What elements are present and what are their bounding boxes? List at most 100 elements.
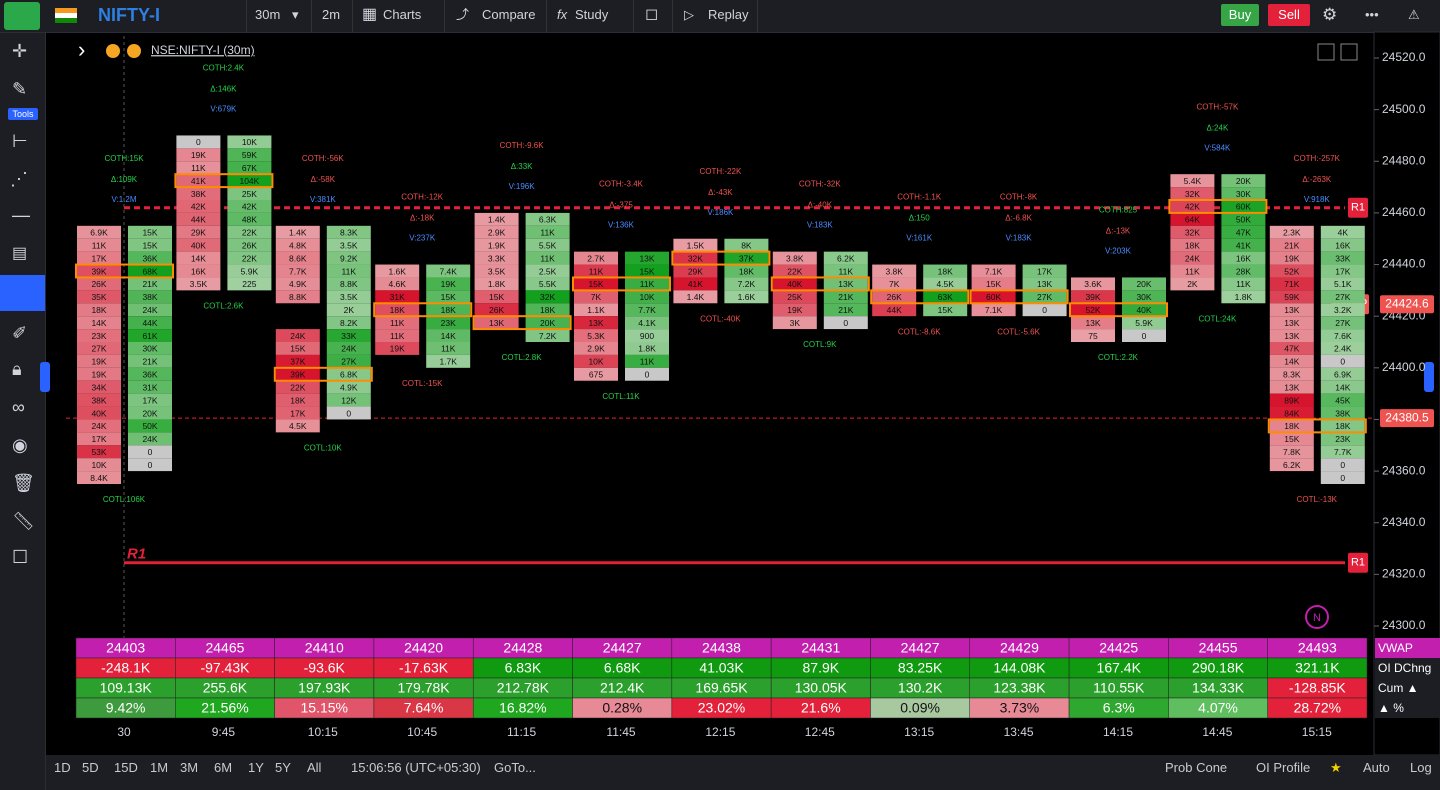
ask-cell-label: 15K [142, 240, 157, 250]
logo[interactable] [4, 2, 40, 30]
poc-box [1267, 418, 1367, 434]
row-label-bg [1375, 698, 1440, 718]
symbol[interactable]: NIFTY-I [98, 5, 160, 25]
table-cell-label: 7.64% [404, 700, 444, 716]
ask-cell [1320, 238, 1365, 252]
bar-button[interactable]: Prob Cone [1165, 760, 1228, 775]
clock[interactable]: 15:06:56 (UTC+05:30) [351, 760, 481, 775]
ask-cell [1122, 329, 1166, 342]
bid-cell [1071, 316, 1115, 330]
eye-tool[interactable]: ◉ [12, 435, 28, 455]
ask-cell-label: 19K [441, 279, 456, 289]
bar-button[interactable]: Auto [1363, 760, 1390, 775]
ask-cell-label: 11K [640, 357, 655, 367]
replay[interactable]: Replay [708, 7, 749, 22]
delta-label: Δ:-263K [1302, 175, 1332, 184]
range-button[interactable]: 1D [54, 760, 71, 775]
time-label: 10:45 [407, 725, 437, 739]
bid-cell [1269, 329, 1314, 342]
ask-cell [227, 148, 272, 162]
bid-cell-label: 8.8K [289, 292, 307, 302]
interval[interactable]: 30m [255, 7, 281, 22]
text-tool[interactable]: ▤ [12, 245, 28, 262]
bid-cell [474, 290, 519, 304]
bid-cell-label: 675 [589, 370, 603, 380]
bid-cell [1269, 251, 1314, 265]
fib-tool[interactable]: ⊢ [12, 131, 28, 151]
ask-cell-label: 30K [1236, 189, 1251, 199]
ask-cell [128, 251, 172, 265]
separator [352, 0, 353, 32]
range-button[interactable]: 1Y [248, 760, 264, 775]
level-tag [1348, 552, 1368, 573]
trash-tool[interactable]: 🗑︎ [12, 473, 35, 493]
range-button[interactable]: 3M [180, 760, 199, 775]
bid-cell [1269, 264, 1314, 278]
range-button[interactable]: 5D [82, 760, 99, 775]
table-cell-label: 83.25K [898, 660, 943, 676]
alert-icon[interactable]: ⚠ [1408, 7, 1420, 22]
table-cell [1068, 657, 1169, 679]
bid-cell-label: 31K [390, 292, 405, 302]
row-label: ▲ % [1378, 701, 1404, 715]
level-tag-label: R1 [1351, 557, 1365, 569]
range-button[interactable]: 6M [214, 760, 233, 775]
brush-tool[interactable]: ✐ [12, 323, 28, 343]
link-tool[interactable]: ∞ [12, 397, 25, 417]
crosshair-tool[interactable]: ✛ [12, 41, 28, 61]
ruler-tool[interactable]: 📏︎ [12, 511, 35, 531]
favorite-icon[interactable]: ★ [1330, 760, 1342, 775]
ask-cell-label: 6.9K [1334, 370, 1352, 380]
sell-button[interactable]: Sell [1268, 4, 1310, 26]
bar-button[interactable]: OI Profile [1256, 760, 1311, 775]
bid-cell [176, 187, 221, 200]
bar-button[interactable]: Log [1410, 760, 1432, 775]
bid-cell [176, 135, 221, 149]
table-cell [1267, 637, 1368, 659]
delta-label: Δ:-43K [708, 188, 733, 197]
table-cell-label: 24428 [503, 640, 542, 656]
range-button[interactable]: 15D [114, 760, 138, 775]
charts[interactable]: Charts [383, 7, 422, 22]
range-button[interactable]: 5Y [275, 760, 291, 775]
volume-label: V:136K [608, 221, 635, 230]
bid-cell [673, 277, 718, 291]
ask-cell [128, 406, 172, 420]
bid-cell [176, 225, 221, 239]
volume-label: V:183K [1006, 234, 1033, 243]
ask-cell [525, 238, 570, 252]
coth-label: COTH:-32K [799, 180, 841, 189]
ask-cell [823, 251, 868, 265]
bid-cell [574, 277, 618, 291]
ask-cell [227, 238, 272, 252]
range-button[interactable]: All [307, 760, 322, 775]
magnet-tool[interactable] [0, 275, 45, 311]
bid-cell-label: 18K [1185, 240, 1200, 250]
ask-cell [1320, 264, 1365, 278]
bid-cell [77, 342, 121, 355]
table-cell-label: 24438 [702, 640, 741, 656]
bid-cell [176, 238, 221, 252]
range-button[interactable]: 1M [150, 760, 169, 775]
more-icon[interactable]: ••• [1365, 7, 1379, 22]
bid-cell-label: 40K [91, 408, 106, 418]
camera-icon[interactable]: ◻ [645, 6, 659, 23]
compare[interactable]: Compare [482, 7, 536, 22]
goto-button[interactable]: GoTo... [494, 760, 536, 775]
bid-cell [375, 329, 420, 342]
study[interactable]: Study [575, 7, 609, 22]
hand-tool[interactable]: ☐ [12, 547, 29, 567]
sub-interval[interactable]: 2m [322, 7, 341, 22]
pen-tool[interactable]: ✎ [12, 79, 28, 99]
ask-cell-label: 25K [242, 189, 257, 199]
settings-icon[interactable]: ⚙ [1322, 5, 1338, 24]
buy-button[interactable]: Buy [1221, 4, 1259, 26]
ask-cell-label: 27K [341, 357, 356, 367]
ask-cell [1221, 251, 1266, 265]
table-cell [671, 637, 772, 659]
line-tool[interactable]: — [12, 205, 30, 225]
bid-cell [474, 316, 519, 330]
lock-tool[interactable]: 🔒︎ [12, 359, 22, 379]
pattern-tool[interactable]: ⋰ [10, 169, 28, 189]
ask-cell-label: 20K [1136, 279, 1151, 289]
